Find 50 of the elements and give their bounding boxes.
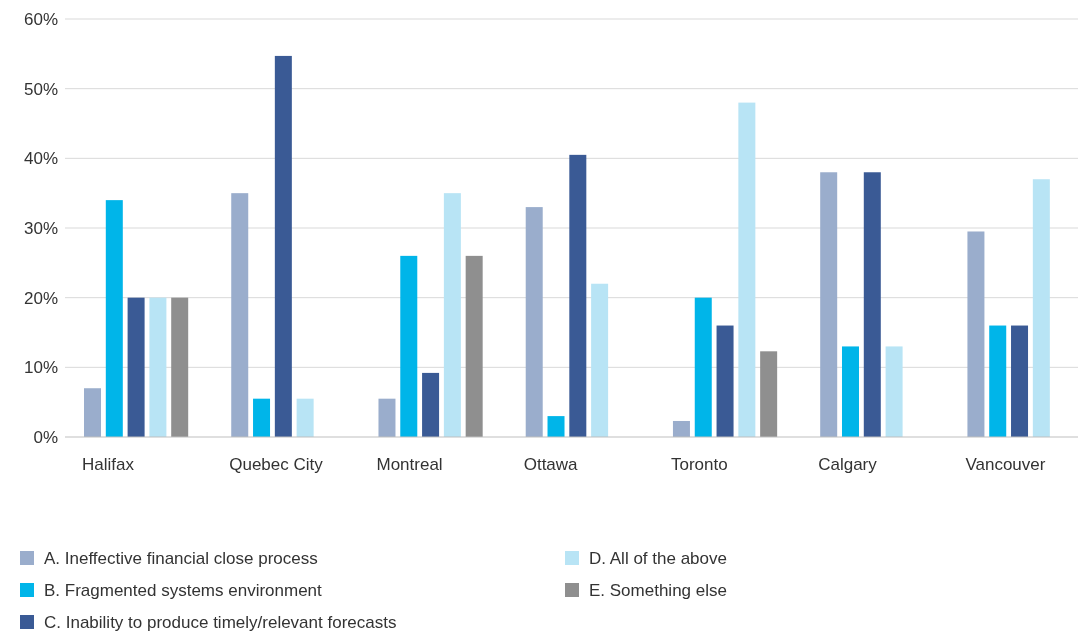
bar <box>738 102 756 437</box>
bar <box>105 200 123 437</box>
bar <box>989 325 1007 437</box>
y-tick-label: 0% <box>33 427 58 447</box>
bar <box>274 55 292 437</box>
bar <box>171 297 189 437</box>
bar <box>569 154 587 437</box>
bar <box>716 325 734 437</box>
y-tick-label: 20% <box>23 288 58 308</box>
bar <box>253 398 271 437</box>
legend-label: D. All of the above <box>589 548 727 568</box>
y-tick-label: 10% <box>23 358 58 378</box>
x-tick-label: Halifax <box>82 455 135 474</box>
x-tick-label: Calgary <box>818 455 878 474</box>
bar <box>443 193 461 437</box>
bar <box>84 388 101 437</box>
bar <box>149 297 167 437</box>
bar <box>841 346 859 437</box>
legend-label: B. Fragmented systems environment <box>44 580 323 600</box>
bar <box>672 420 690 437</box>
bar <box>760 351 778 437</box>
bar <box>863 172 881 437</box>
bar <box>547 416 565 437</box>
bar <box>694 297 712 437</box>
legend-label: E. Something else <box>589 580 727 600</box>
legend-label: A. Ineffective financial close process <box>44 548 318 568</box>
legend-label: C. Inability to produce timely/relevant forecasts <box>44 612 397 632</box>
bar <box>296 398 314 437</box>
x-tick-label: Quebec City <box>229 455 324 474</box>
x-tick-label: Ottawa <box>523 455 579 474</box>
bar <box>378 398 396 437</box>
bar <box>127 297 145 437</box>
y-tick-label: 60% <box>23 9 58 29</box>
x-tick-label: Montreal <box>376 455 443 474</box>
bar <box>591 283 609 437</box>
bar <box>422 372 440 437</box>
bar <box>1032 179 1050 437</box>
bar <box>231 193 249 437</box>
bar <box>967 231 985 437</box>
bar <box>1011 325 1029 437</box>
bar <box>465 255 483 437</box>
bar <box>820 172 838 437</box>
bar <box>525 207 543 437</box>
bar <box>400 255 418 437</box>
x-tick-label: Toronto <box>670 455 728 474</box>
y-tick-label: 30% <box>23 218 58 238</box>
bar <box>885 346 903 437</box>
y-tick-label: 50% <box>23 79 58 99</box>
x-tick-label: Vancouver <box>965 455 1046 474</box>
y-tick-label: 40% <box>23 149 58 169</box>
